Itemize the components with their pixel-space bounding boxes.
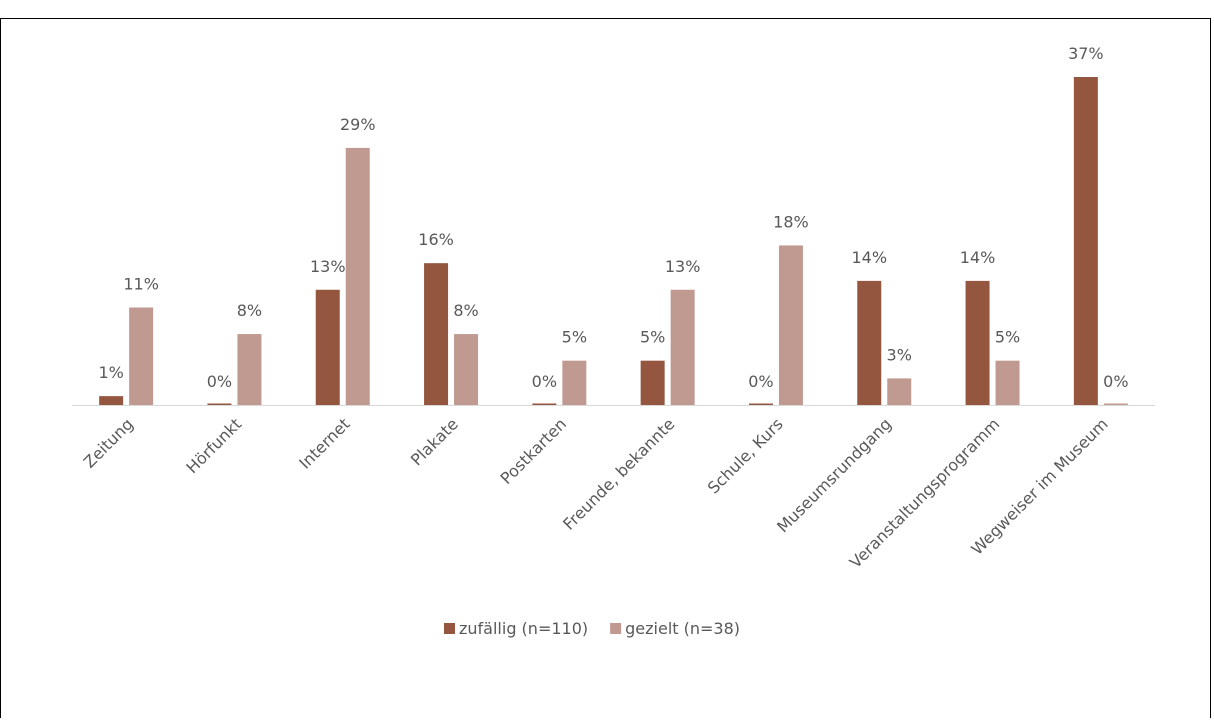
bar <box>887 378 912 405</box>
data-label: 0% <box>207 372 232 391</box>
legend-label: gezielt (n=38) <box>625 619 740 638</box>
x-tick-label: Internet <box>295 414 353 472</box>
bar <box>965 280 990 405</box>
x-tick-label: Museumsrundgang <box>773 414 895 536</box>
bar <box>995 360 1020 405</box>
bar <box>1073 77 1098 405</box>
bar <box>748 403 773 405</box>
data-label: 5% <box>640 328 665 347</box>
bar <box>237 334 262 405</box>
data-label: 5% <box>995 328 1020 347</box>
x-tick-label: Hörfunkt <box>182 414 245 477</box>
bar <box>315 289 340 405</box>
data-label: 18% <box>773 212 809 231</box>
bar <box>454 334 479 405</box>
x-tick-label: Freunde, bekannte <box>559 414 678 533</box>
bar <box>670 289 695 405</box>
data-label: 3% <box>887 345 912 364</box>
data-label: 16% <box>418 230 454 249</box>
bar <box>207 403 232 405</box>
data-label: 29% <box>340 115 376 134</box>
bar <box>345 147 370 405</box>
bar <box>1103 403 1128 405</box>
data-label: 0% <box>748 372 773 391</box>
frame <box>0 18 1211 722</box>
data-label: 11% <box>123 274 159 293</box>
data-label: 37% <box>1068 44 1104 63</box>
data-label: 1% <box>98 363 123 382</box>
data-label: 14% <box>851 248 887 267</box>
x-tick-label: Schule, Kurs <box>704 414 787 497</box>
data-label: 8% <box>237 301 262 320</box>
bar <box>778 245 803 405</box>
legend-swatch <box>444 623 455 634</box>
bar <box>129 307 154 405</box>
bar <box>562 360 587 405</box>
data-label: 13% <box>665 257 701 276</box>
bar <box>640 360 665 405</box>
data-label: 0% <box>532 372 557 391</box>
bar <box>99 396 124 405</box>
data-label: 5% <box>562 328 587 347</box>
bar <box>532 403 557 405</box>
data-label: 0% <box>1103 372 1128 391</box>
bar <box>424 263 449 405</box>
data-label: 14% <box>960 248 996 267</box>
legend-label: zufällig (n=110) <box>459 619 588 638</box>
x-tick-label: Postkarten <box>497 414 571 488</box>
x-tick-label: Zeitung <box>80 414 137 471</box>
x-tick-label: Plakate <box>407 414 462 469</box>
bar <box>857 280 882 405</box>
data-label: 8% <box>453 301 478 320</box>
data-label: 13% <box>310 257 346 276</box>
legend-swatch <box>610 623 622 634</box>
